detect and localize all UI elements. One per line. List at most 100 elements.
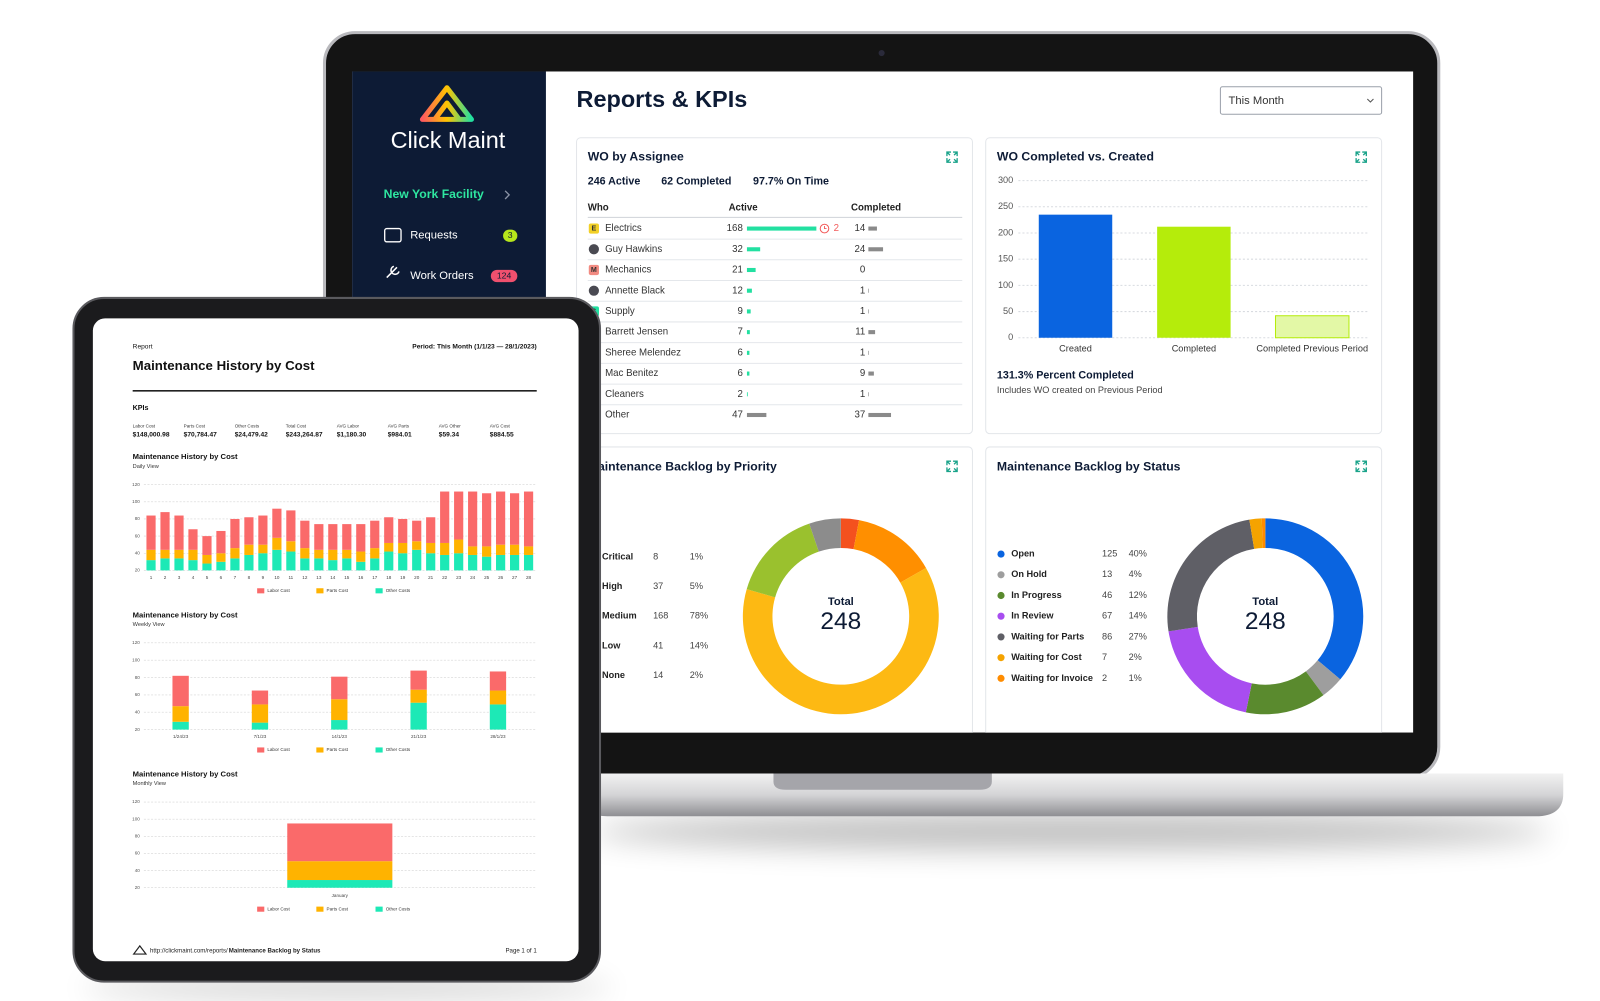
- facility[interactable]: New York Facility: [384, 187, 484, 201]
- badge: 124: [497, 270, 512, 280]
- note: Includes WO created on Previous Period: [997, 385, 1163, 395]
- bar-segment: [398, 553, 408, 571]
- footer-page-name: Maintenance Backlog by Status: [229, 948, 321, 955]
- donut-slice: [1168, 626, 1252, 713]
- chart-subtitle: Monthly View: [133, 781, 167, 787]
- completed-count: 14: [855, 223, 866, 234]
- y-tick-label: 120: [132, 799, 140, 804]
- legend-name: Low: [602, 640, 621, 650]
- expand-button[interactable]: [1355, 460, 1367, 473]
- nav-label[interactable]: Work Orders: [410, 270, 474, 282]
- footer-logo: [132, 944, 148, 955]
- expand-button[interactable]: [1355, 151, 1367, 163]
- active-count: 7: [737, 327, 742, 338]
- footer-url: http://clickmaint.com/reports/: [150, 948, 228, 955]
- row-name: Guy Hawkins: [605, 244, 662, 255]
- bar-segment: [523, 554, 534, 571]
- expand-button[interactable]: [946, 460, 958, 473]
- legend-swatch: [316, 906, 324, 912]
- card-title: Maintenance Backlog by Priority: [588, 460, 777, 474]
- active-count: 6: [737, 368, 742, 379]
- legend-swatch: [257, 747, 265, 753]
- y-tick-label: 20: [135, 727, 141, 732]
- completed-count: 37: [855, 410, 866, 421]
- y-tick-label: 50: [1003, 306, 1013, 316]
- bar-segment: [286, 541, 296, 552]
- legend-count: 125: [1102, 548, 1117, 558]
- summary: 97.7% On Time: [753, 175, 829, 187]
- legend-swatch: [375, 588, 383, 594]
- legend-count: 86: [1102, 631, 1112, 641]
- legend-percent: 14%: [1129, 611, 1147, 621]
- y-tick-label: 300: [998, 175, 1013, 185]
- x-tick-label: 14/1/23: [332, 734, 348, 739]
- legend-count: 168: [653, 611, 668, 621]
- legend-percent: 27%: [1129, 631, 1147, 641]
- status-icon: [997, 633, 1005, 641]
- bar-segment: [523, 546, 534, 555]
- report-title: Maintenance History by Cost: [133, 358, 315, 373]
- bar-segment: [496, 554, 506, 571]
- row-name: Sheree Melendez: [605, 347, 681, 358]
- legend-label: Other Costs: [386, 906, 411, 911]
- card-title: WO by Assignee: [588, 149, 684, 163]
- bar-segment: [510, 493, 520, 545]
- row-icon-letter: M: [591, 266, 597, 274]
- bar-segment: [410, 689, 427, 703]
- x-tick-label: 8: [248, 575, 251, 580]
- bar-segment: [258, 515, 268, 545]
- nav-label[interactable]: Requests: [410, 230, 458, 242]
- bar-segment: [454, 539, 464, 554]
- bar-segment: [272, 508, 282, 538]
- active-count: 9: [737, 306, 742, 317]
- card-title: WO Completed vs. Created: [997, 149, 1154, 163]
- completed-count: 1: [860, 347, 865, 358]
- expand-icons: [946, 151, 1367, 473]
- x-tick-label: January: [332, 893, 349, 898]
- legend-count: 67: [1102, 611, 1112, 621]
- bar-segment: [384, 551, 394, 571]
- chart-title: Maintenance History by Cost: [133, 769, 238, 778]
- bar-segment: [251, 722, 269, 730]
- kpi-value: $70,784.47: [184, 431, 217, 438]
- legend-percent: 1%: [1129, 673, 1142, 683]
- bar-segment: [370, 520, 380, 549]
- x-tick-label: 9: [262, 575, 265, 580]
- bar-segment: [331, 676, 348, 700]
- card: [576, 137, 973, 435]
- bar-segment: [440, 491, 450, 543]
- bar-segment: [328, 549, 338, 561]
- kpi-label: AVG Other: [439, 424, 462, 429]
- bar-segment: [510, 544, 520, 555]
- donut-slice: [746, 523, 819, 598]
- summary: 62 Completed: [661, 175, 731, 187]
- completed-bar: [868, 350, 869, 355]
- row-name: Electrics: [605, 223, 642, 234]
- row-name: Barrett Jensen: [605, 327, 668, 338]
- bar-segment: [510, 554, 520, 571]
- x-tick-label: 28: [526, 575, 532, 580]
- status-icon: [997, 674, 1005, 682]
- legend-count: 13: [1102, 569, 1112, 579]
- bar: [1274, 315, 1350, 339]
- work-orders-icon: [386, 265, 400, 279]
- bar-segment: [244, 554, 254, 571]
- y-tick-label: 40: [135, 709, 141, 714]
- badge-bg: [503, 229, 518, 242]
- period-select[interactable]: [1219, 86, 1383, 115]
- legend-percent: 12%: [1129, 590, 1147, 600]
- bar-segment: [272, 537, 282, 550]
- donut-slice: [1305, 660, 1341, 696]
- active-bar: [746, 371, 750, 376]
- expand-button[interactable]: [946, 151, 958, 163]
- bar-segment: [188, 560, 198, 571]
- bar-segment: [426, 517, 436, 543]
- x-tick-label: 24: [470, 575, 476, 580]
- x-tick-label: 26: [498, 575, 504, 580]
- completed-bar: [868, 247, 884, 252]
- laptop-base: [571, 773, 1564, 817]
- active-bar: [746, 392, 748, 397]
- bar-segment: [468, 491, 478, 547]
- avatar: [588, 244, 599, 255]
- status-icon: [997, 612, 1005, 620]
